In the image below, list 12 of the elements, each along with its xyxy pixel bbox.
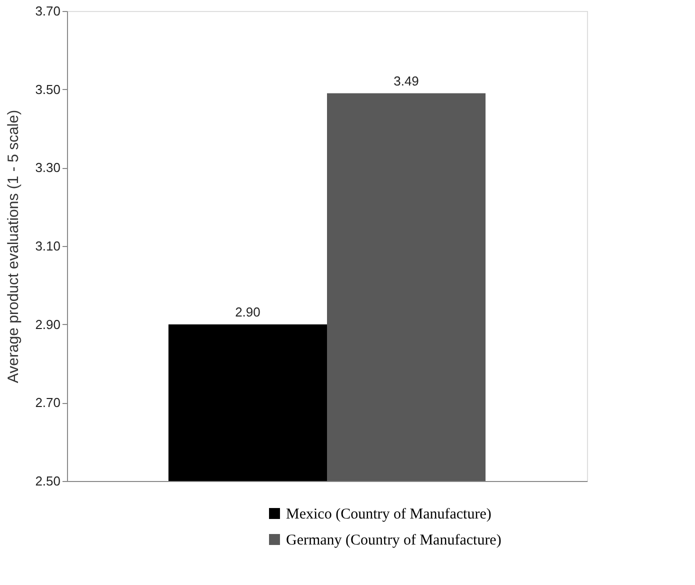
y-axis-title: Average product evaluations (1 - 5 scale) <box>5 110 22 384</box>
y-tick-label: 2.70 <box>35 395 60 410</box>
data-label: 3.49 <box>394 73 419 88</box>
y-tick-label: 3.10 <box>35 238 60 254</box>
y-tick-label: 2.50 <box>35 474 60 488</box>
y-tick-label: 3.70 <box>35 4 60 18</box>
legend-label: Germany (Country of Manufacture) <box>286 532 502 548</box>
y-tick-label: 2.90 <box>35 316 60 332</box>
y-tick-label: 3.50 <box>35 82 60 97</box>
legend-label: Mexico (Country of Manufacture) <box>286 506 492 522</box>
y-tick-label: 3.30 <box>35 160 60 176</box>
data-label: 2.90 <box>235 304 260 320</box>
